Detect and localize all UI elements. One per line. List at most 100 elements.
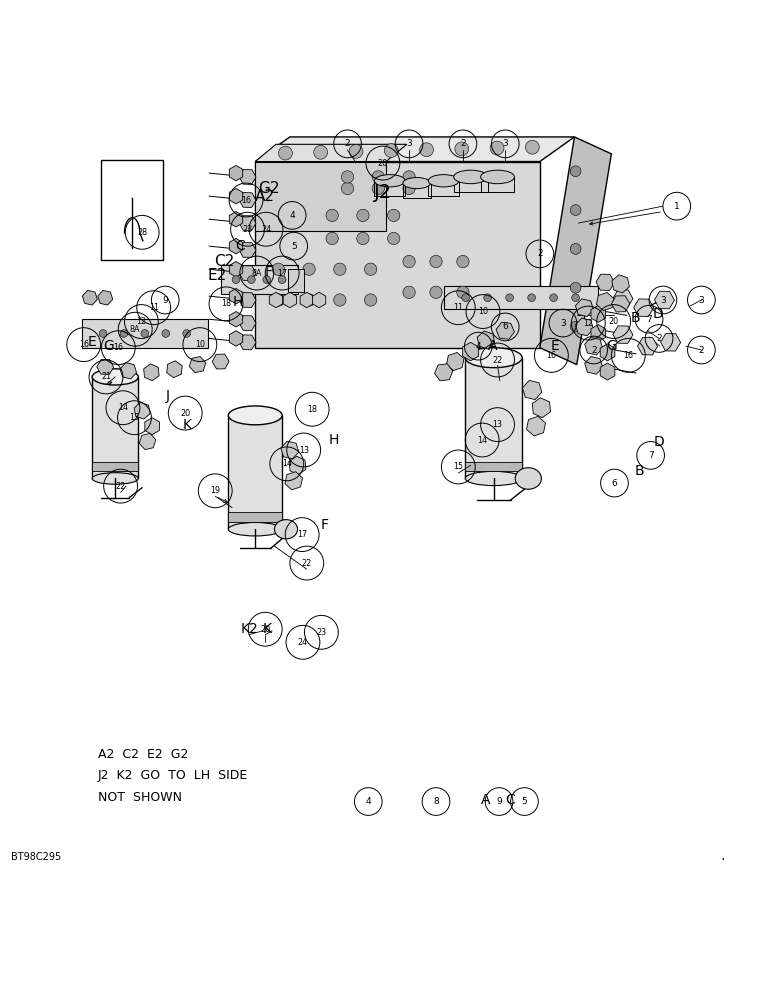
Circle shape bbox=[403, 171, 415, 183]
Polygon shape bbox=[256, 144, 407, 162]
Text: 10: 10 bbox=[478, 307, 488, 316]
Circle shape bbox=[341, 171, 354, 183]
Text: C: C bbox=[235, 239, 245, 253]
Text: 1: 1 bbox=[674, 202, 679, 211]
Text: 20: 20 bbox=[260, 625, 270, 634]
Text: 6: 6 bbox=[503, 322, 508, 331]
Ellipse shape bbox=[466, 348, 522, 368]
Circle shape bbox=[403, 182, 415, 195]
Text: 17: 17 bbox=[297, 530, 307, 539]
Circle shape bbox=[279, 276, 286, 283]
Text: 8A: 8A bbox=[130, 325, 141, 334]
Text: C2: C2 bbox=[215, 254, 235, 269]
Ellipse shape bbox=[374, 175, 405, 187]
Circle shape bbox=[357, 232, 369, 245]
Text: 13: 13 bbox=[299, 446, 309, 455]
Text: 24: 24 bbox=[261, 225, 271, 234]
Bar bbox=[466, 358, 522, 478]
Text: F: F bbox=[320, 518, 328, 532]
Text: 7: 7 bbox=[648, 451, 653, 460]
Circle shape bbox=[334, 263, 346, 275]
Text: 17: 17 bbox=[277, 269, 287, 278]
Circle shape bbox=[571, 166, 581, 177]
Text: G2: G2 bbox=[259, 181, 279, 196]
Circle shape bbox=[457, 255, 469, 268]
Text: J: J bbox=[165, 389, 170, 403]
Circle shape bbox=[100, 330, 107, 337]
Polygon shape bbox=[256, 137, 574, 162]
Circle shape bbox=[388, 232, 400, 245]
Circle shape bbox=[420, 143, 433, 157]
Circle shape bbox=[506, 294, 513, 302]
Text: B: B bbox=[631, 311, 640, 325]
Polygon shape bbox=[256, 162, 540, 348]
Circle shape bbox=[273, 294, 284, 306]
Text: 12: 12 bbox=[137, 317, 147, 326]
Text: C: C bbox=[506, 793, 516, 807]
Ellipse shape bbox=[229, 522, 282, 536]
Text: K: K bbox=[182, 418, 191, 432]
Circle shape bbox=[248, 276, 256, 283]
Text: 5: 5 bbox=[291, 242, 296, 251]
Circle shape bbox=[273, 263, 284, 275]
Bar bbox=[466, 462, 522, 471]
Bar bbox=[229, 512, 282, 522]
Text: J2  K2  GO  TO  LH  SIDE: J2 K2 GO TO LH SIDE bbox=[97, 769, 248, 782]
Text: 3: 3 bbox=[503, 139, 508, 148]
Circle shape bbox=[455, 142, 469, 156]
Circle shape bbox=[372, 182, 384, 195]
Text: 3: 3 bbox=[406, 139, 412, 148]
Circle shape bbox=[388, 209, 400, 222]
Circle shape bbox=[484, 294, 492, 302]
Text: F: F bbox=[265, 265, 273, 279]
Text: 16: 16 bbox=[623, 351, 633, 360]
Circle shape bbox=[372, 171, 384, 183]
Text: 4: 4 bbox=[476, 342, 481, 351]
Ellipse shape bbox=[229, 406, 282, 425]
Text: 11: 11 bbox=[453, 303, 463, 312]
Text: 9: 9 bbox=[162, 296, 168, 305]
Circle shape bbox=[313, 145, 327, 159]
Text: E2: E2 bbox=[207, 268, 226, 283]
Circle shape bbox=[232, 276, 240, 283]
Text: 16: 16 bbox=[547, 351, 557, 360]
Text: D: D bbox=[653, 307, 664, 321]
Text: 2: 2 bbox=[537, 249, 543, 258]
Text: 14: 14 bbox=[282, 459, 292, 468]
Text: 16: 16 bbox=[113, 343, 124, 352]
Text: 22: 22 bbox=[116, 482, 126, 491]
Text: NOT  SHOWN: NOT SHOWN bbox=[97, 791, 181, 804]
Text: 2: 2 bbox=[656, 334, 662, 343]
Text: 18: 18 bbox=[221, 299, 231, 308]
Text: 14: 14 bbox=[477, 436, 487, 445]
Circle shape bbox=[162, 330, 170, 337]
Bar bbox=[221, 265, 297, 294]
Text: 20: 20 bbox=[180, 409, 190, 418]
Circle shape bbox=[384, 144, 398, 158]
Text: B: B bbox=[635, 464, 645, 478]
Text: 8: 8 bbox=[433, 797, 438, 806]
Text: 20: 20 bbox=[378, 159, 388, 168]
Bar bbox=[92, 462, 138, 471]
Text: 14: 14 bbox=[118, 403, 128, 412]
Bar bbox=[444, 286, 598, 309]
Text: A2  C2  E2  G2: A2 C2 E2 G2 bbox=[97, 748, 188, 761]
Text: 18: 18 bbox=[307, 405, 317, 414]
Circle shape bbox=[490, 141, 504, 155]
Text: 3: 3 bbox=[660, 296, 665, 305]
Text: G: G bbox=[606, 339, 617, 353]
Bar bbox=[229, 415, 282, 529]
Text: A: A bbox=[481, 793, 491, 807]
Text: 11: 11 bbox=[149, 303, 159, 312]
Bar bbox=[92, 377, 138, 478]
Bar bbox=[288, 269, 303, 292]
Text: H: H bbox=[329, 433, 339, 447]
Circle shape bbox=[334, 294, 346, 306]
Text: BT98C295: BT98C295 bbox=[11, 852, 61, 862]
Text: K2: K2 bbox=[240, 622, 258, 636]
Text: .: . bbox=[720, 849, 725, 863]
Circle shape bbox=[326, 209, 338, 222]
Circle shape bbox=[303, 294, 315, 306]
Circle shape bbox=[457, 286, 469, 298]
Text: 10: 10 bbox=[195, 340, 205, 349]
